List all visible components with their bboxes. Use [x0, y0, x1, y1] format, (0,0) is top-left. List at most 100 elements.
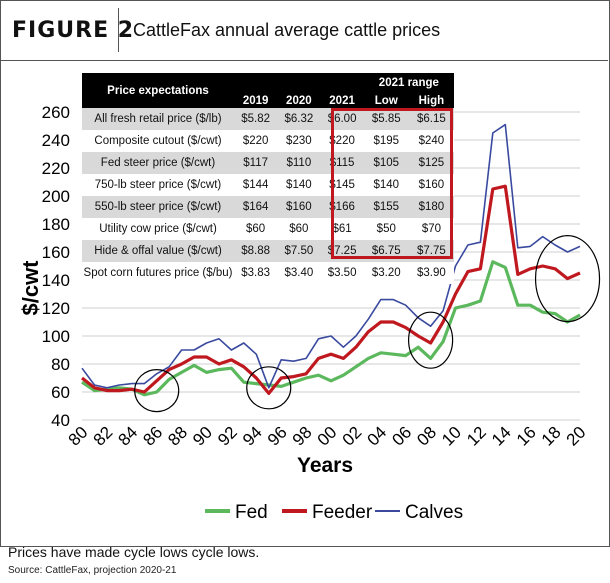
y-tick-label: 220	[42, 159, 70, 178]
col-2020: 2020	[277, 93, 321, 108]
cell-value: $50	[363, 218, 409, 240]
row-label: Hide & offal value ($/cwt)	[82, 240, 234, 262]
table-row: 750-lb steer price ($/cwt) $144 $140 $145 $1…	[82, 174, 454, 196]
x-tick-label: 00	[314, 423, 341, 450]
cell-value: $6.15	[408, 108, 454, 130]
cell-value: $105	[363, 152, 409, 174]
cycle-low-circle	[408, 311, 454, 369]
cell-value: $155	[363, 196, 409, 218]
cell-value: $125	[408, 152, 454, 174]
y-tick-label: 60	[51, 383, 70, 402]
y-tick-label: 260	[42, 103, 70, 122]
x-tick-label: 98	[289, 423, 316, 450]
row-label: All fresh retail price ($/lb)	[82, 108, 234, 130]
row-label: Fed steer price ($/cwt)	[82, 152, 234, 174]
cell-value: $3.50	[320, 262, 364, 284]
range-heading: 2021 range	[363, 73, 454, 93]
col-high: High	[408, 93, 454, 108]
cell-value: $180	[408, 196, 454, 218]
cell-value: $160	[408, 174, 454, 196]
source-note: Source: CattleFax, projection 2020-21	[8, 565, 177, 576]
cell-value: $164	[234, 196, 278, 218]
x-tick-label: 12	[463, 423, 490, 450]
figure-title: CattleFax annual average cattle prices	[133, 20, 441, 40]
col-2019: 2019	[234, 93, 278, 108]
cell-value: $70	[408, 218, 454, 240]
y-tick-labels: 40 60 80 100 120 140 160 180 200 220 240 260	[42, 103, 70, 430]
x-tick-label: 20	[563, 423, 590, 450]
y-tick-label: 200	[42, 187, 70, 206]
y-tick-label: 80	[51, 355, 70, 374]
series-line-calves	[81, 123, 581, 389]
y-tick-label: 180	[42, 215, 70, 234]
legend-label: Feeder	[312, 502, 373, 523]
x-axis-label: Years	[297, 454, 353, 477]
x-tick-label: 92	[214, 423, 241, 450]
legend-label: Calves	[405, 502, 463, 523]
legend: Fed Feeder Calves	[205, 502, 463, 523]
cell-value: $5.85	[363, 108, 409, 130]
cell-value: $3.83	[234, 262, 278, 284]
x-tick-labels: 8082848688909294969800020406081012141618…	[65, 423, 590, 450]
y-axis-label: $/cwt	[18, 260, 43, 316]
2021-highlight-box	[331, 108, 453, 259]
series-line-feeder	[81, 184, 581, 395]
cell-value: $7.50	[277, 240, 321, 262]
x-tick-label: 02	[339, 423, 366, 450]
table-heading: Price expectations	[82, 73, 234, 108]
table-row: Composite cutout ($/cwt) $220 $230 $220 $195…	[82, 130, 454, 152]
series-line-fed	[81, 260, 581, 397]
cell-value: $8.88	[234, 240, 278, 262]
y-tick-label: 240	[42, 131, 70, 150]
cell-value: $3.40	[277, 262, 321, 284]
row-label: Spot corn futures price ($/bu)	[82, 262, 234, 284]
x-tick-label: 82	[90, 423, 117, 450]
cell-value: $195	[363, 130, 409, 152]
price-expectations-table: Price expectations 2021 range 2019 2020 …	[82, 73, 454, 284]
table-row: Fed steer price ($/cwt) $117 $110 $115 $105 $…	[82, 152, 454, 174]
y-tick-label: 160	[42, 243, 70, 262]
table-row: Spot corn futures price ($/bu) $3.83 $3.40…	[82, 262, 454, 284]
x-tick-label: 86	[139, 423, 166, 450]
header-divider	[118, 8, 119, 52]
row-label: 550-lb steer price ($/cwt)	[82, 196, 234, 218]
y-tick-label: 140	[42, 271, 70, 290]
x-tick-label: 06	[388, 423, 415, 450]
header-rule	[0, 60, 608, 61]
x-tick-label: 10	[438, 423, 465, 450]
cell-value: $60	[234, 218, 278, 240]
row-label: Utility cow price ($/cwt)	[82, 218, 234, 240]
table-row: 550-lb steer price ($/cwt) $164 $160 $166 $1…	[82, 196, 454, 218]
col-low: Low	[363, 93, 409, 108]
cell-value: $110	[277, 152, 321, 174]
cycle-low-circles	[134, 235, 601, 413]
cell-value: $6.32	[277, 108, 321, 130]
cycle-low-circle	[534, 235, 601, 323]
x-tick-label: 18	[538, 423, 565, 450]
row-label: Composite cutout ($/cwt)	[82, 130, 234, 152]
table-row: Utility cow price ($/cwt) $60 $60 $61 $50 $70	[82, 218, 454, 240]
cell-value: $230	[277, 130, 321, 152]
x-tick-label: 04	[364, 423, 391, 450]
caption: Prices have made cycle lows cycle lows.	[8, 544, 260, 560]
cell-value: $117	[234, 152, 278, 174]
x-tick-label: 96	[264, 423, 291, 450]
table-row: All fresh retail price ($/lb) $5.82 $6.32 $…	[82, 108, 454, 130]
x-tick-label: 94	[239, 423, 266, 450]
x-tick-label: 16	[513, 423, 540, 450]
cell-value: $140	[363, 174, 409, 196]
x-tick-label: 14	[488, 423, 515, 450]
x-tick-label: 08	[413, 423, 440, 450]
cell-value: $3.90	[408, 262, 454, 284]
y-tick-label: 40	[51, 411, 70, 430]
x-tick-label: 84	[115, 423, 142, 450]
y-tick-label: 120	[42, 299, 70, 318]
cell-value: $140	[277, 174, 321, 196]
series-lines	[81, 123, 581, 397]
cell-value: $3.20	[363, 262, 409, 284]
cell-value: $144	[234, 174, 278, 196]
cell-value: $60	[277, 218, 321, 240]
cell-value: $240	[408, 130, 454, 152]
cell-value: $5.82	[234, 108, 278, 130]
cycle-low-circle	[246, 366, 292, 410]
